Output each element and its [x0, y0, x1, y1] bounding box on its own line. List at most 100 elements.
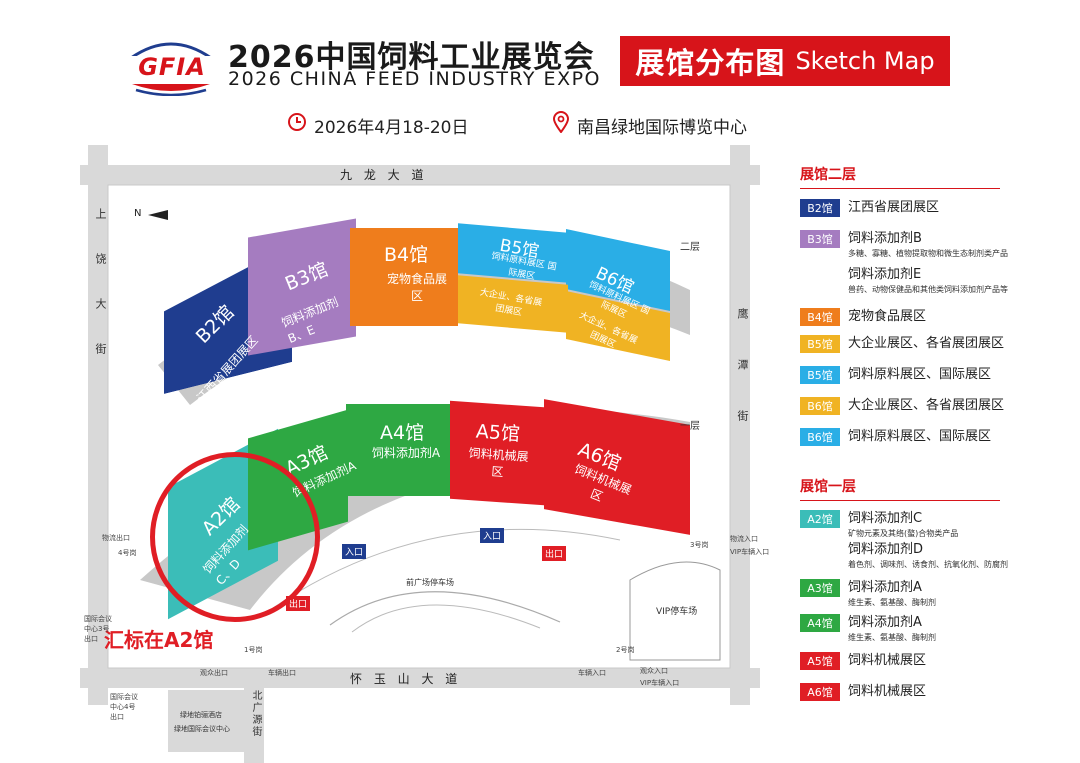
legend-row: B2馆 江西省展团展区: [800, 199, 939, 217]
legend-swatch: B5馆: [800, 335, 840, 353]
legend-row: A5馆 饲料机械展区: [800, 652, 926, 670]
vip-vehicle-entry-2: VIP车辆入口: [640, 679, 680, 687]
legend-label: 饲料添加剂E: [848, 267, 922, 282]
legend-swatch: B3馆: [800, 230, 840, 248]
north-label: N: [134, 208, 142, 219]
legend-swatch: B6馆: [800, 428, 840, 446]
legend-row: A6馆 饲料机械展区: [800, 683, 926, 701]
hotel-label: 绿地铂骊酒店: [180, 711, 222, 719]
legend-swatch: A5馆: [800, 652, 840, 670]
road-top-label: 九 龙 大 道: [340, 168, 428, 182]
legend-label: 大企业展区、各省展团展区: [848, 336, 1005, 351]
gate-1: 1号岗: [244, 646, 263, 654]
legend-row: A4馆 饲料添加剂A 维生素、氨基酸、酶制剂: [800, 614, 936, 643]
exit-a2[interactable]: 出口: [286, 596, 311, 611]
hotel-entry-note: 国际会议中心4号出口: [110, 693, 138, 721]
legend: 展馆二层 展馆一层: [790, 160, 1080, 720]
legend-sublabel: 多糖、寡糖、植物提取物和微生态制剂类产品: [848, 249, 1008, 258]
hall-a5-sub: 饲料机械展区: [468, 445, 529, 480]
hall-a4[interactable]: [346, 404, 450, 496]
legend-label: 饲料原料展区、国际展区: [848, 367, 992, 382]
event-venue: 南昌绿地国际博览中心: [577, 118, 747, 138]
hall-b4-sub: 宠物食品展区: [386, 272, 447, 303]
hall-b4[interactable]: [350, 228, 458, 326]
legend-label: 宠物食品展区: [848, 309, 927, 324]
a2-annotation: 汇标在A2馆: [104, 628, 214, 652]
legend-label: 饲料添加剂C: [848, 511, 923, 526]
site-map: B2馆 江西省展团展区 B3馆 饲料添加剂 B、E B4馆 宠物食品展区 B5馆…: [0, 140, 790, 763]
gate-2: 2号岗: [616, 646, 635, 654]
legend-row: B5馆 大企业展区、各省展团展区: [800, 335, 1004, 353]
sketch-map-tag: 展馆分布图 Sketch Map: [620, 36, 950, 86]
vehicle-exit: 车辆出口: [268, 669, 296, 677]
conference-label: 绿地国际会议中心: [174, 725, 230, 733]
legend-label: 饲料机械展区: [848, 684, 927, 699]
legend-swatch: A2馆: [800, 510, 840, 528]
gate-4: 4号岗: [118, 549, 137, 557]
audience-exit: 观众出口: [200, 669, 228, 677]
legend-sublabel: 着色剂、调味剂、诱食剂、抗氧化剂、防腐剂: [848, 560, 1008, 569]
legend-swatch: A4馆: [800, 614, 840, 632]
vip-parking-label: VIP停车场: [656, 607, 698, 617]
entrance-a4[interactable]: 入口: [480, 528, 505, 543]
road-north-label: 北广源街: [250, 690, 261, 738]
legend-floor1-title: 展馆一层: [800, 479, 856, 495]
clock-icon: [287, 112, 307, 136]
legend-row: B3馆 饲料添加剂B 多糖、寡糖、植物提取物和微生态制剂类产品: [800, 230, 1008, 259]
tag-cn: 展馆分布图: [635, 46, 786, 80]
bldg-exit-note: 国际会议中心3号出口: [84, 615, 112, 643]
legend-swatch: B4馆: [800, 308, 840, 326]
legend-label: 饲料添加剂B: [848, 231, 922, 246]
logistics-exit: 物流出口: [102, 534, 130, 542]
location-pin-icon: [552, 111, 570, 137]
page-title: 2026中国饲料工业展览会: [228, 40, 595, 75]
floor-1-label: 一层: [680, 421, 700, 432]
legend-floor2-title: 展馆二层: [800, 167, 856, 183]
page-subtitle: 2026 CHINA FEED INDUSTRY EXPO: [228, 68, 601, 90]
legend-label: 大企业展区、各省展团展区: [848, 398, 1005, 413]
hall-a4-label: A4馆: [380, 422, 425, 444]
hall-a4-sub: 饲料添加剂A: [371, 446, 441, 460]
logistics-entry: 物流入口: [730, 535, 758, 543]
hall-b4-label: B4馆: [384, 244, 429, 266]
legend-label: 饲料原料展区、国际展区: [848, 429, 992, 444]
entrance-a3[interactable]: 入口: [342, 544, 367, 559]
road-bottom-label: 怀 玉 山 大 道: [350, 672, 462, 686]
gate-3: 3号岗: [690, 541, 709, 549]
legend-label: 饲料添加剂D: [848, 542, 924, 557]
legend-label: 江西省展团展区: [848, 200, 940, 215]
road-left-label: 上饶大街: [94, 208, 107, 388]
legend-row: A2馆 饲料添加剂C 矿物元素及其络(螯)合物类产品: [800, 510, 958, 539]
legend-divider: [800, 188, 1000, 189]
exit-a5[interactable]: 出口: [542, 546, 567, 561]
vehicle-entry: 车辆入口: [578, 669, 606, 677]
road-right-label: 鹰潭街: [736, 308, 749, 461]
legend-row: B5馆 饲料原料展区、国际展区: [800, 366, 991, 384]
floor-2-label: 二层: [680, 242, 700, 253]
legend-sublabel: 矿物元素及其络(螯)合物类产品: [848, 529, 959, 538]
legend-swatch: B2馆: [800, 199, 840, 217]
legend-sublabel: 维生素、氨基酸、酶制剂: [848, 633, 936, 642]
legend-divider: [800, 500, 1000, 501]
legend-swatch: B5馆: [800, 366, 840, 384]
legend-sublabel: 兽药、动物保健品和其他类饲料添加剂产品等: [848, 285, 1008, 294]
hall-a5-label: A5馆: [475, 420, 521, 446]
a2-highlight-circle: [150, 452, 320, 622]
legend-sublabel: 维生素、氨基酸、酶制剂: [848, 598, 936, 607]
vip-vehicle-entry: VIP车辆入口: [730, 548, 770, 556]
legend-label: 饲料添加剂A: [848, 615, 922, 630]
legend-row: 饲料添加剂D 着色剂、调味剂、诱食剂、抗氧化剂、防腐剂: [800, 541, 1008, 570]
legend-row: A3馆 饲料添加剂A 维生素、氨基酸、酶制剂: [800, 579, 936, 608]
legend-row: B6馆 饲料原料展区、国际展区: [800, 428, 991, 446]
header: GFIA 2026中国饲料工业展览会 2026 CHINA FEED INDUS…: [0, 0, 1080, 140]
tag-en: Sketch Map: [795, 47, 935, 75]
logo-text: GFIA: [138, 53, 206, 81]
event-date: 2026年4月18-20日: [314, 118, 469, 138]
legend-swatch: B6馆: [800, 397, 840, 415]
legend-label: 饲料添加剂A: [848, 580, 922, 595]
audience-entry: 观众入口: [640, 667, 668, 675]
gfia-logo: GFIA: [126, 36, 216, 97]
legend-row: B4馆 宠物食品展区: [800, 308, 926, 326]
legend-swatch: A6馆: [800, 683, 840, 701]
legend-swatch: A3馆: [800, 579, 840, 597]
